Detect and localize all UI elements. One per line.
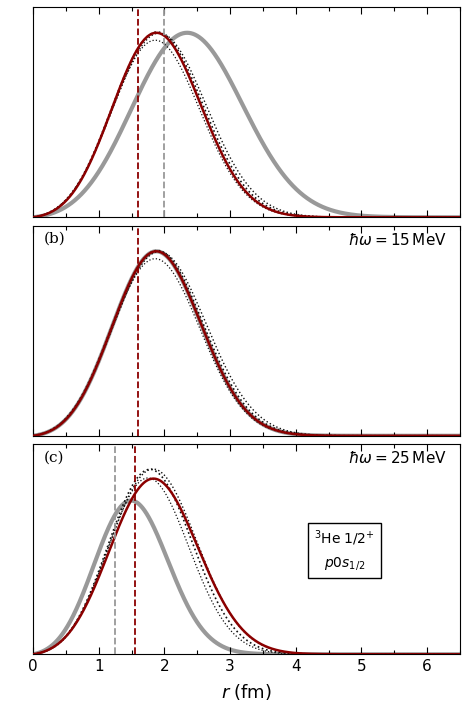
Text: (c): (c) [44, 451, 64, 464]
Text: $^{3}\mathrm{He}\;1/2^{+}$
$p0s_{1/2}$: $^{3}\mathrm{He}\;1/2^{+}$ $p0s_{1/2}$ [314, 528, 375, 572]
Text: $\hbar\omega = 25\,\mathrm{MeV}$: $\hbar\omega = 25\,\mathrm{MeV}$ [348, 451, 447, 467]
Text: (b): (b) [44, 232, 65, 246]
X-axis label: $r\;(\mathrm{fm})$: $r\;(\mathrm{fm})$ [221, 682, 272, 702]
Text: $\hbar\omega = 15\,\mathrm{MeV}$: $\hbar\omega = 15\,\mathrm{MeV}$ [348, 232, 447, 248]
